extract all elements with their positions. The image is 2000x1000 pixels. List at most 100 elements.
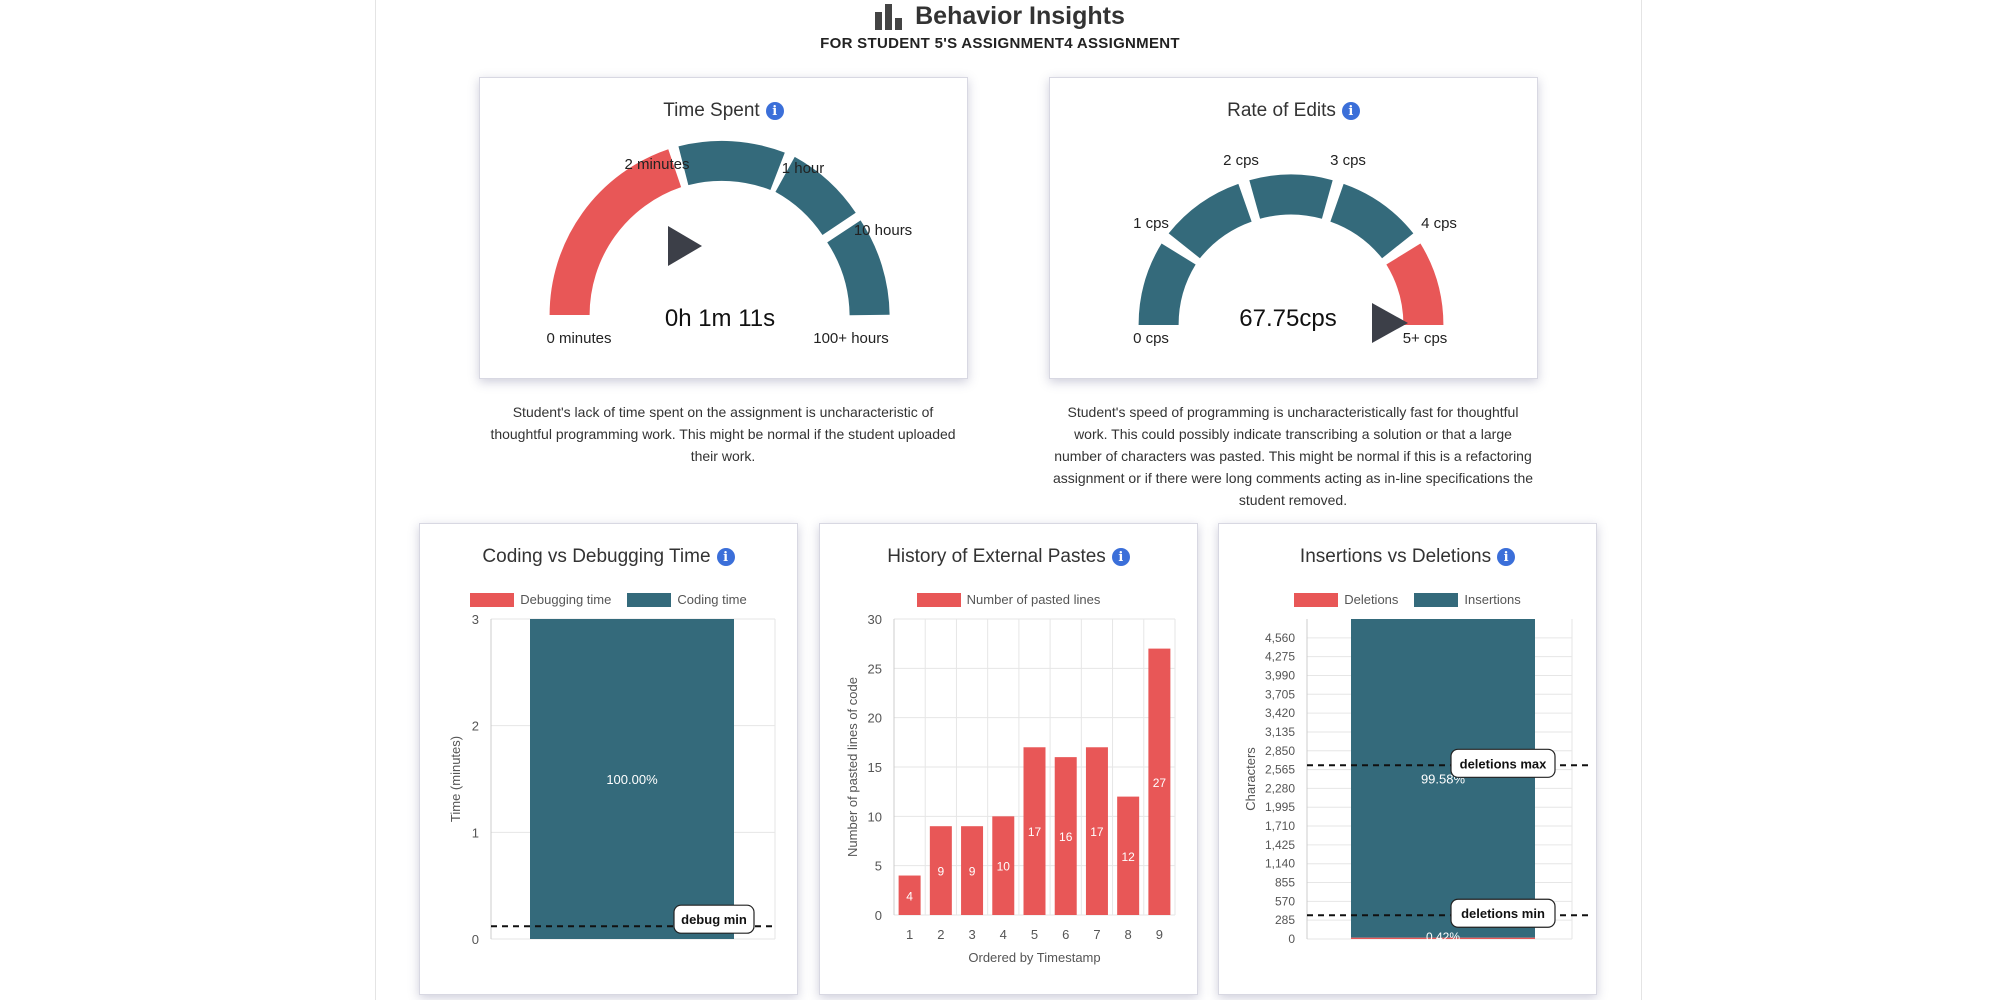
gauge-label: 3 cps xyxy=(1330,152,1366,169)
bar-data-label: 9 xyxy=(969,865,976,879)
legend-item[interactable]: Coding time xyxy=(627,592,747,607)
chart-legend: Number of pasted lines xyxy=(820,592,1197,607)
gauge-label: 2 cps xyxy=(1223,152,1259,169)
bar-data-label: 100.00% xyxy=(606,772,658,787)
y-tick-label: 3 xyxy=(472,612,479,627)
info-icon[interactable]: i xyxy=(1111,548,1130,566)
x-tick-label: 9 xyxy=(1156,927,1163,942)
gauge-label: 2 minutes xyxy=(624,156,689,173)
rate-of-edits-gauge: 0 cps 1 cps 2 cps 3 cps 4 cps 5+ cps 67.… xyxy=(1133,152,1457,347)
y-tick-label: 2,565 xyxy=(1265,763,1295,777)
y-tick-label: 855 xyxy=(1275,876,1295,890)
gauge-segment xyxy=(774,156,856,236)
bar-data-label: 0.42% xyxy=(1426,930,1460,944)
gauge-segment xyxy=(549,149,682,316)
gauge-label: 4 cps xyxy=(1421,215,1457,232)
gauge-segment xyxy=(1329,183,1414,259)
annotation-box xyxy=(1450,898,1556,928)
info-icon[interactable]: i xyxy=(716,548,735,566)
bar xyxy=(1054,757,1077,915)
y-tick-label: 2,280 xyxy=(1265,781,1295,795)
y-tick-label: 3,420 xyxy=(1265,706,1295,720)
bar xyxy=(898,875,921,915)
y-tick-label: 1,425 xyxy=(1265,838,1295,852)
y-tick-label: 1,995 xyxy=(1265,800,1295,814)
gauge-segment xyxy=(826,220,890,316)
insertions-deletions-chart: 0 285 570 855 1,140 1,425 1,710 1,995 2,280 2,565… xyxy=(1243,619,1588,946)
y-tick-label: 0 xyxy=(875,908,882,923)
x-axis-label: Ordered by Timestamp xyxy=(968,950,1100,965)
y-tick-label: 30 xyxy=(868,612,882,627)
gauge-segment xyxy=(1386,243,1444,326)
gauge-value: 67.75cps xyxy=(1239,305,1336,332)
time-spent-card: Time Spent i 0 minutes 2 minutes 1 hour … xyxy=(479,77,968,379)
gauge-segment xyxy=(1168,183,1253,259)
insertions-vs-deletions-card: Insertions vs Deletions i Deletions Inse… xyxy=(1218,523,1597,995)
legend-item[interactable]: Number of pasted lines xyxy=(916,592,1100,607)
y-tick-label: 570 xyxy=(1275,894,1295,908)
x-tick-label: 2 xyxy=(937,927,944,942)
bar-data-label: 17 xyxy=(1028,825,1042,839)
annotation-label: debug min xyxy=(681,912,747,927)
gauge-value: 0h 1m 11s xyxy=(665,305,775,332)
bar-data-label: 10 xyxy=(997,860,1011,874)
card-title: History of External Pastes xyxy=(887,546,1106,567)
legend-item[interactable]: Debugging time xyxy=(470,592,611,607)
info-icon[interactable]: i xyxy=(1341,102,1360,120)
y-tick-label: 0 xyxy=(472,932,479,947)
y-axis-label: Time (minutes) xyxy=(448,736,463,822)
bar-data-label: 9 xyxy=(937,865,944,879)
bar-data-label: 17 xyxy=(1090,825,1104,839)
chart-legend: Deletions Insertions xyxy=(1219,592,1596,607)
y-tick-label: 25 xyxy=(868,661,882,676)
y-tick-label: 4,560 xyxy=(1265,631,1295,645)
coding-debugging-chart: 0 1 2 3 Time (minutes) 100.00% debug min xyxy=(448,612,776,947)
gauge-label: 1 hour xyxy=(782,160,825,177)
external-pastes-chart: 0 5 10 15 20 25 30 4 1 9 2 9 3 10 4 17 5 16 6 17 7 12 8 27 9 Orde… xyxy=(845,612,1176,965)
info-icon[interactable]: i xyxy=(1497,548,1516,566)
y-tick-label: 1,710 xyxy=(1265,819,1295,833)
y-tick-label: 3,990 xyxy=(1265,668,1295,682)
bar xyxy=(1148,648,1171,915)
card-title: Insertions vs Deletions xyxy=(1299,546,1492,567)
x-tick-label: 8 xyxy=(1125,927,1132,942)
rate-of-edits-description: Student's speed of programming is unchar… xyxy=(1052,404,1534,508)
y-tick-label: 5 xyxy=(875,859,882,874)
gauge-needle xyxy=(1372,303,1408,343)
gauge-segment xyxy=(678,140,785,191)
x-tick-label: 6 xyxy=(1062,927,1069,942)
x-tick-label: 3 xyxy=(968,927,975,942)
gauge-label: 10 hours xyxy=(854,222,912,239)
info-icon[interactable]: i xyxy=(765,102,784,120)
y-tick-label: 2,850 xyxy=(1265,744,1295,758)
bar-chart-icon xyxy=(875,3,903,30)
x-tick-label: 4 xyxy=(1000,927,1007,942)
bar-deletions xyxy=(1351,937,1535,939)
page-title: Behavior Insights xyxy=(915,2,1125,30)
bar xyxy=(1023,747,1046,915)
bar-coding-time xyxy=(530,619,734,939)
bar-data-label: 27 xyxy=(1153,776,1167,790)
coding-vs-debugging-card: Coding vs Debugging Time i Debugging tim… xyxy=(419,523,798,995)
x-tick-label: 5 xyxy=(1031,927,1038,942)
gauge-needle xyxy=(668,226,702,266)
gauge-label: 1 cps xyxy=(1133,215,1169,232)
y-tick-label: 285 xyxy=(1275,913,1295,927)
annotation-box xyxy=(673,904,755,934)
gauge-label: 5+ cps xyxy=(1403,330,1448,347)
bar-insertions xyxy=(1351,619,1535,938)
gauge-segment xyxy=(1249,174,1333,219)
bar xyxy=(929,826,952,915)
time-spent-gauge: 0 minutes 2 minutes 1 hour 10 hours 100+… xyxy=(546,140,912,347)
chart-legend: Debugging time Coding time xyxy=(420,592,797,607)
annotation-label: deletions min xyxy=(1461,906,1545,921)
bar xyxy=(992,816,1015,915)
bar-data-label: 4 xyxy=(906,889,913,903)
y-tick-label: 1,140 xyxy=(1265,857,1295,871)
gauge-segment xyxy=(1138,243,1196,326)
page-subtitle: FOR STUDENT 5'S ASSIGNMENT4 ASSIGNMENT xyxy=(820,35,1180,52)
x-tick-label: 1 xyxy=(906,927,913,942)
external-pastes-card: History of External Pastes i Number of p… xyxy=(819,523,1198,995)
legend-item[interactable]: Insertions xyxy=(1414,592,1521,607)
legend-item[interactable]: Deletions xyxy=(1294,592,1398,607)
